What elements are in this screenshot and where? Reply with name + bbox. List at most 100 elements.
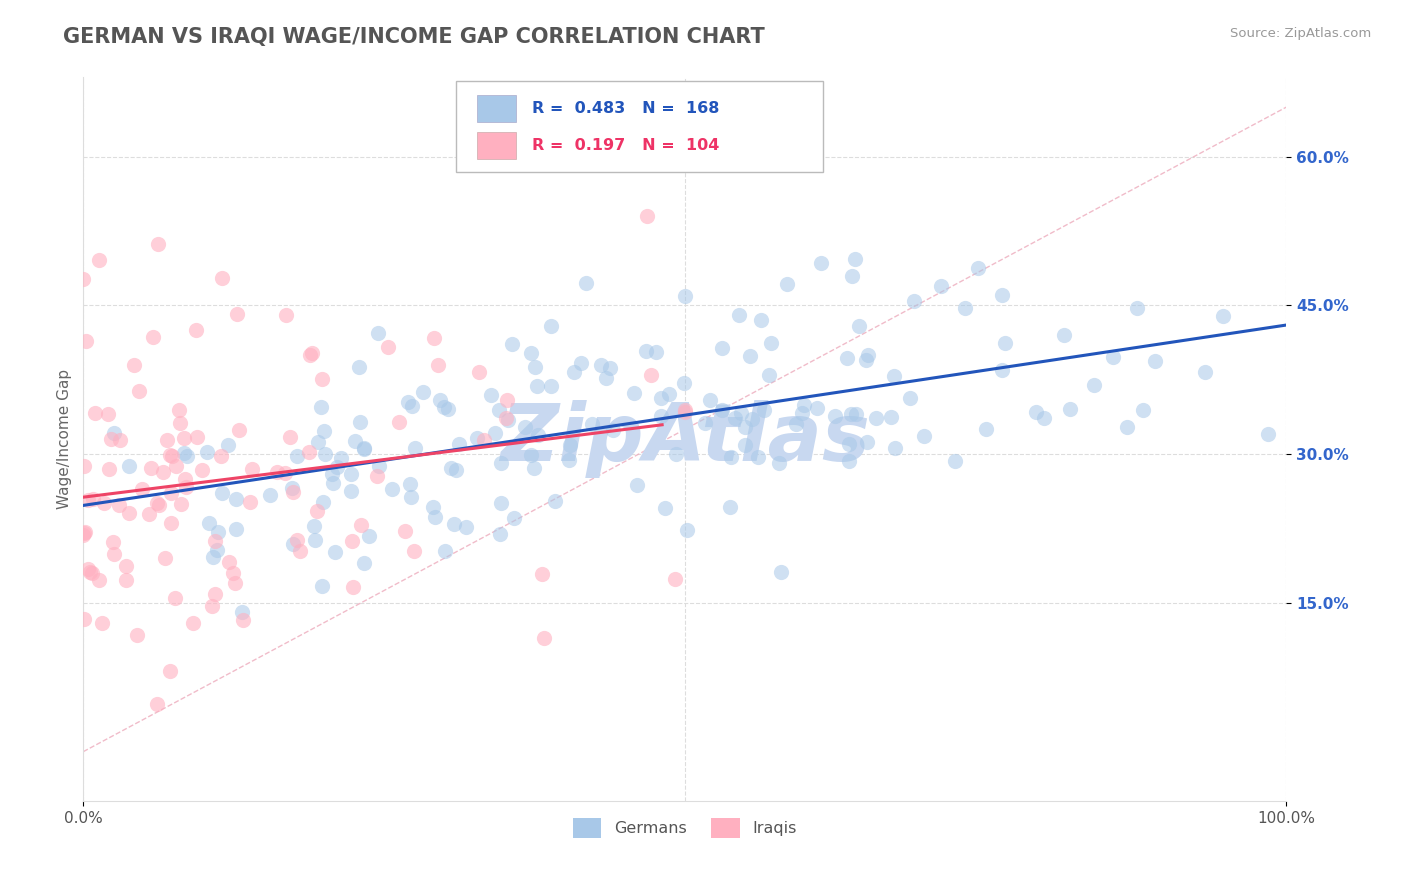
- Point: [167, 403, 190, 417]
- Point: [190, 463, 212, 477]
- Point: [626, 478, 648, 492]
- Point: [174, 479, 197, 493]
- Point: [207, 525, 229, 540]
- Point: [845, 407, 868, 421]
- Point: [966, 260, 988, 275]
- Point: [278, 430, 301, 444]
- Point: [314, 447, 336, 461]
- Point: [515, 419, 537, 434]
- Text: GERMAN VS IRAQI WAGE/INCOME GAP CORRELATION CHART: GERMAN VS IRAQI WAGE/INCOME GAP CORRELAT…: [63, 27, 765, 46]
- Point: [326, 460, 349, 475]
- Point: [353, 556, 375, 570]
- Point: [153, 551, 176, 566]
- Point: [222, 566, 245, 580]
- Point: [730, 406, 752, 420]
- Point: [1257, 427, 1279, 442]
- Point: [501, 337, 523, 351]
- Point: [673, 376, 696, 390]
- Point: [880, 410, 903, 425]
- Point: [423, 331, 446, 345]
- Point: [953, 301, 976, 316]
- Point: [330, 450, 353, 465]
- Point: [650, 409, 672, 423]
- FancyBboxPatch shape: [456, 81, 823, 171]
- Point: [342, 580, 364, 594]
- Point: [195, 445, 218, 459]
- Point: [824, 409, 846, 423]
- Point: [138, 507, 160, 521]
- Point: [591, 358, 613, 372]
- Point: [699, 393, 721, 408]
- Point: [658, 387, 681, 401]
- Point: [496, 392, 519, 407]
- Point: [884, 441, 907, 455]
- Point: [636, 344, 658, 359]
- Point: [454, 519, 477, 533]
- Point: [558, 453, 581, 467]
- Point: [1025, 405, 1047, 419]
- Point: [311, 372, 333, 386]
- Point: [367, 326, 389, 341]
- Point: [404, 543, 426, 558]
- Point: [1116, 420, 1139, 434]
- Point: [97, 407, 120, 421]
- Point: [89, 573, 111, 587]
- Point: [353, 441, 375, 455]
- Point: [91, 615, 114, 630]
- Point: [349, 360, 371, 375]
- Point: [865, 410, 887, 425]
- Point: [340, 483, 363, 498]
- Point: [118, 506, 141, 520]
- Point: [118, 459, 141, 474]
- Point: [929, 279, 952, 293]
- Point: [107, 498, 129, 512]
- Point: [173, 472, 195, 486]
- Point: [181, 616, 204, 631]
- Point: [342, 533, 364, 548]
- Point: [945, 454, 967, 468]
- Point: [285, 450, 308, 464]
- Point: [422, 500, 444, 514]
- Point: [844, 252, 866, 266]
- Point: [776, 277, 799, 292]
- Text: Source: ZipAtlas.com: Source: ZipAtlas.com: [1230, 27, 1371, 40]
- Point: [693, 416, 716, 430]
- Point: [472, 433, 495, 447]
- Point: [396, 394, 419, 409]
- Point: [173, 431, 195, 445]
- Point: [423, 510, 446, 524]
- Point: [790, 406, 813, 420]
- Point: [856, 435, 879, 450]
- Point: [159, 448, 181, 462]
- Point: [468, 365, 491, 379]
- Point: [231, 605, 253, 619]
- Point: [489, 527, 512, 541]
- Point: [281, 481, 304, 495]
- Point: [276, 308, 298, 322]
- Point: [283, 536, 305, 550]
- Point: [785, 417, 807, 431]
- Point: [848, 318, 870, 333]
- Point: [399, 490, 422, 504]
- Point: [79, 565, 101, 579]
- Point: [673, 289, 696, 303]
- Point: [211, 270, 233, 285]
- Point: [108, 434, 131, 448]
- Point: [540, 379, 562, 393]
- Point: [169, 416, 191, 430]
- Point: [377, 340, 399, 354]
- Point: [298, 445, 321, 459]
- Point: [1102, 350, 1125, 364]
- Point: [758, 368, 780, 382]
- Point: [305, 504, 328, 518]
- Point: [288, 544, 311, 558]
- Point: [1083, 378, 1105, 392]
- Bar: [477, 132, 516, 160]
- Point: [484, 426, 506, 441]
- Point: [720, 450, 742, 465]
- Point: [125, 628, 148, 642]
- Point: [205, 543, 228, 558]
- Point: [73, 458, 96, 473]
- Point: [211, 486, 233, 500]
- Point: [82, 491, 104, 506]
